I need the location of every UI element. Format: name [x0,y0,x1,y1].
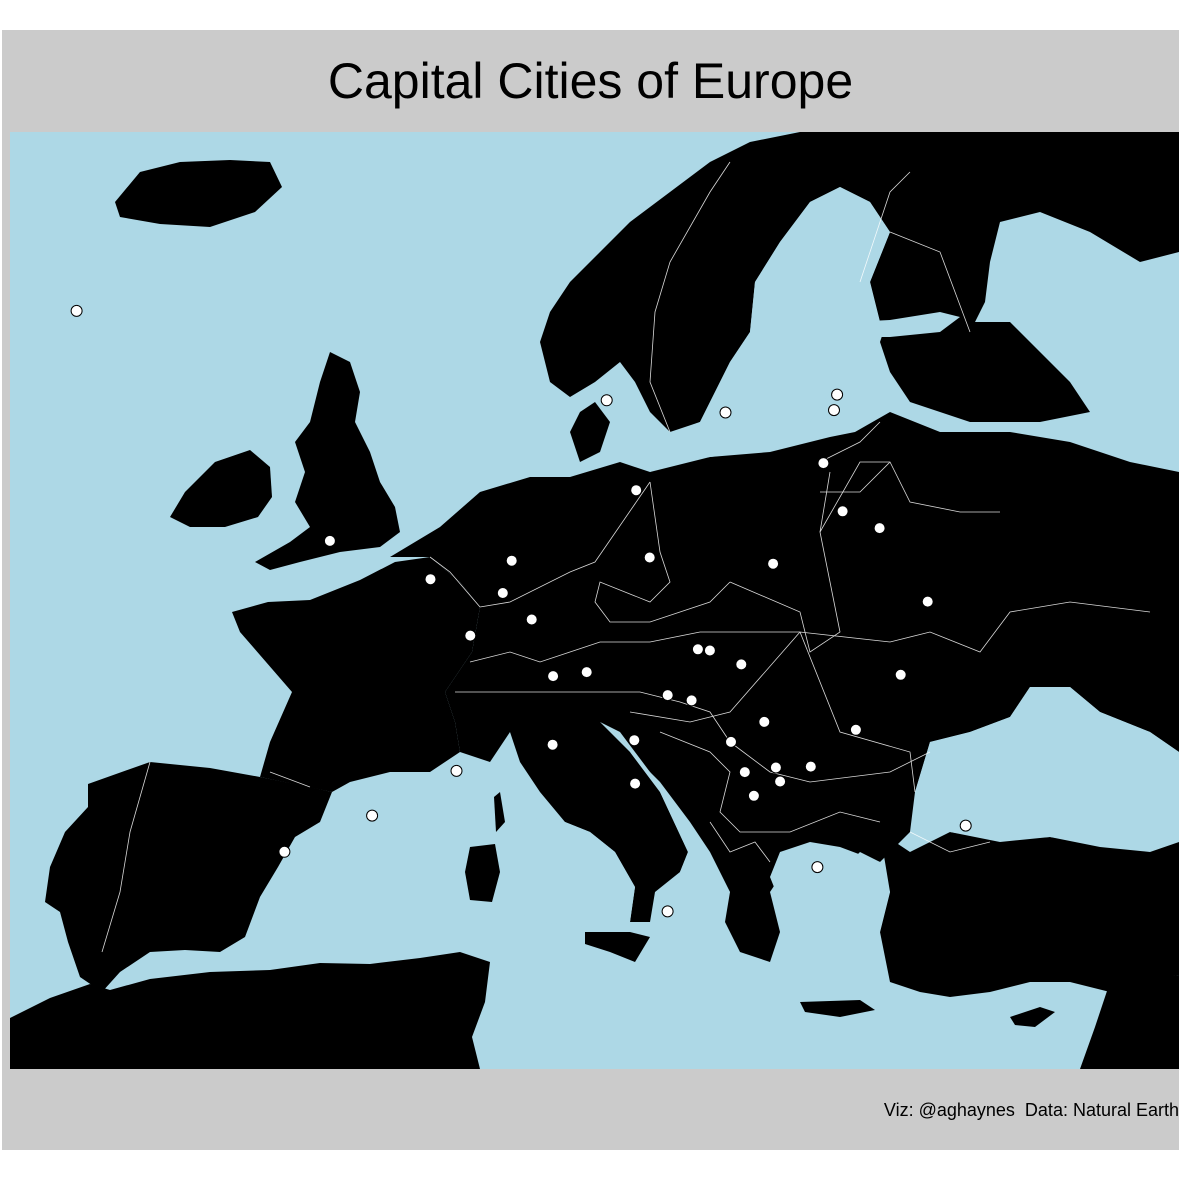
capital-city-point [758,715,771,728]
capital-city-point [873,522,886,535]
capital-city-point [817,457,830,470]
central-europe-landmass [390,412,1179,962]
border-line [101,761,151,953]
capital-city-point [804,760,817,773]
country-borders [101,161,1151,953]
capital-city-point [769,761,782,774]
anatolia-landmass [880,832,1179,997]
border-line [594,481,731,623]
border-line [729,471,841,653]
capital-city-point [464,629,477,642]
border-line [820,461,891,493]
capital-city-point [767,557,780,570]
tyrrhenian-sea [505,817,635,927]
capital-city-point [774,775,787,788]
aegean-sea [770,842,890,962]
border-line [429,556,481,608]
border-line [859,171,911,283]
capital-city-markers [70,304,972,918]
capital-city-point [496,587,509,599]
capital-city-point [725,735,737,748]
capital-city-point [719,406,732,419]
capital-city-point [450,764,463,777]
capital-city-point [661,905,674,918]
capital-city-point [836,505,849,518]
border-line [469,631,800,663]
border-line [455,691,731,743]
border-line [649,161,731,433]
capital-city-point [921,595,934,608]
capital-city-point [831,388,844,401]
corsica-landmass [494,792,505,832]
baltic-sea [650,187,890,472]
capital-city-point [580,666,593,679]
border-line [799,631,916,793]
capital-city-point [849,723,862,736]
border-line [819,461,1000,533]
france-landmass [232,557,480,792]
great-britain-landmass [255,352,400,570]
border-line [659,731,881,833]
capital-city-point [424,573,437,586]
capital-city-point [278,845,291,858]
landmass [10,132,1179,1069]
border-line [479,481,651,608]
capital-city-point [691,643,704,656]
capital-city-point [629,777,642,790]
border-line [709,821,771,863]
scandinavia-landmass [540,132,1179,432]
capital-city-point [525,613,538,626]
capital-city-point [630,484,643,497]
italy-landmass [510,707,688,922]
iberia-landmass [45,762,332,992]
border-line [819,421,881,463]
border-line [889,231,971,333]
map-caption: Viz: @aghaynes Data: Natural Earth [883,1100,1179,1120]
border-line [269,771,311,788]
capital-city-point [366,809,379,822]
black-sea [915,687,1179,847]
capital-city-point [738,766,751,779]
capital-city-point [547,670,560,683]
capital-city-point [70,304,83,317]
capital-city-point [828,404,840,417]
capital-city-point [643,551,656,564]
capital-city-point [894,668,907,681]
border-line [909,831,991,853]
crete-landmass [800,1000,875,1017]
capital-city-point [323,534,336,547]
sardinia-landmass [465,844,500,902]
europe-map [10,132,1179,1069]
denmark-landmass [570,402,610,462]
capital-city-point [685,694,698,707]
map-title: Capital Cities of Europe [327,53,854,109]
capital-city-point [959,819,972,832]
capital-city-point [747,789,760,802]
border-line [629,601,1151,723]
inland-seas [505,187,1179,962]
iceland-landmass [115,160,282,227]
capital-city-point [628,734,641,747]
border-line [729,741,931,783]
capital-city-point [735,658,748,671]
capital-city-point [546,738,559,751]
capital-city-point [661,689,674,702]
capital-city-point [600,394,613,407]
cyprus-landmass [1010,1007,1055,1027]
sicily-landmass [585,932,650,962]
adriatic-sea [600,722,730,912]
gulf-of-finland [850,312,960,337]
capital-city-point [703,644,716,657]
ireland-landmass [170,450,272,527]
capital-city-point [811,861,824,874]
capital-city-point [505,554,518,567]
africa-landmass [10,952,1179,1069]
